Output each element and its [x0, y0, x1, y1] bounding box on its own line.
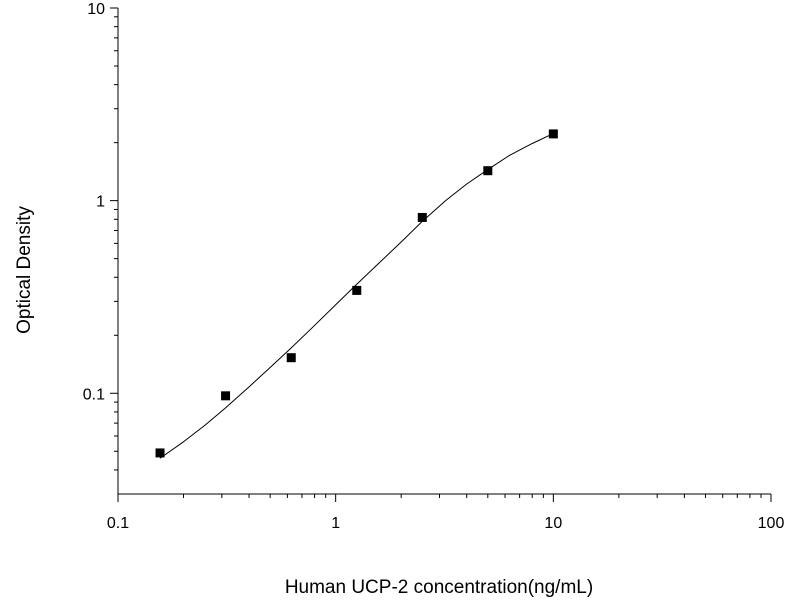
x-axis-title: Human UCP-2 concentration(ng/mL)	[285, 577, 593, 598]
y-axis-title: Optical Density	[14, 206, 35, 334]
y-axis-ticks: 0.1 1 10	[83, 1, 118, 471]
x-tick-label: 10	[544, 515, 562, 532]
data-points-layer	[155, 129, 558, 458]
y-tick-label: 10	[87, 1, 105, 18]
fit-curve-layer	[159, 133, 554, 459]
data-point-7	[548, 129, 558, 139]
x-tick-label: 0.1	[107, 515, 129, 532]
data-point-6	[483, 166, 493, 176]
fit-curve-line	[159, 133, 554, 459]
y-tick-label: 1	[96, 194, 105, 211]
data-point-3	[286, 353, 296, 363]
x-axis-ticks: 0.1 1 10 100	[107, 494, 785, 532]
data-point-4	[352, 285, 362, 295]
data-point-2	[221, 391, 231, 401]
x-tick-label: 100	[758, 515, 785, 532]
axes	[117, 8, 771, 495]
data-point-5	[417, 212, 427, 222]
data-point-1	[155, 448, 165, 458]
x-tick-label: 1	[331, 515, 340, 532]
y-tick-label: 0.1	[83, 386, 105, 403]
